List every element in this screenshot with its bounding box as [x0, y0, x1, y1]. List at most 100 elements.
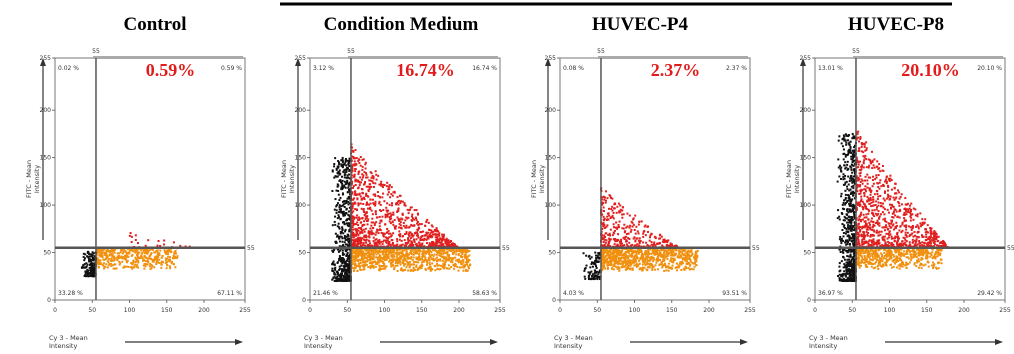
data-point: [343, 214, 346, 217]
data-point: [362, 208, 365, 211]
data-point: [342, 212, 345, 215]
data-point: [613, 229, 616, 232]
data-point: [882, 248, 885, 251]
data-point: [348, 229, 351, 232]
data-point: [125, 255, 128, 258]
data-point: [609, 254, 612, 257]
data-point: [936, 249, 939, 252]
data-point: [130, 262, 133, 265]
data-point: [348, 202, 351, 205]
data-point: [374, 249, 377, 252]
data-point: [425, 259, 428, 262]
data-point: [149, 268, 152, 271]
data-point: [405, 226, 408, 229]
data-point: [430, 251, 433, 254]
data-point: [361, 229, 364, 232]
data-point: [681, 251, 684, 254]
data-point: [603, 250, 606, 253]
data-point: [385, 241, 388, 244]
data-point: [466, 255, 469, 258]
data-point: [164, 259, 167, 262]
data-point: [464, 254, 467, 257]
data-point: [367, 218, 370, 221]
data-point: [907, 248, 910, 251]
data-point: [446, 239, 449, 242]
x-axis-label-line-1: Cy 3 - Mean: [304, 334, 343, 342]
data-point: [444, 240, 447, 243]
data-point: [661, 249, 664, 252]
data-point: [681, 260, 684, 263]
data-point: [912, 254, 915, 257]
data-point: [403, 239, 406, 242]
data-point: [889, 264, 892, 267]
data-point: [693, 257, 696, 260]
data-point: [160, 260, 163, 263]
data-point: [413, 239, 416, 242]
data-point: [629, 230, 632, 233]
data-point: [590, 270, 593, 273]
data-point: [112, 264, 115, 267]
data-point: [678, 256, 681, 259]
data-point: [378, 222, 381, 225]
data-point: [917, 257, 920, 260]
data-point: [858, 266, 861, 269]
data-point: [338, 240, 341, 243]
data-point: [643, 225, 646, 228]
data-point: [354, 178, 357, 181]
data-point: [401, 200, 404, 203]
data-point: [353, 216, 356, 219]
data-point: [621, 262, 624, 265]
data-point: [397, 217, 400, 220]
data-point: [386, 248, 389, 251]
data-point: [613, 251, 616, 254]
data-point: [458, 266, 461, 269]
data-point: [624, 264, 627, 267]
data-point: [335, 175, 338, 178]
data-point: [353, 240, 356, 243]
data-point: [396, 196, 399, 199]
data-point: [367, 189, 370, 192]
data-point: [653, 235, 656, 238]
data-point: [397, 258, 400, 261]
data-point: [444, 260, 447, 263]
data-point: [604, 201, 607, 204]
data-point: [334, 223, 337, 226]
data-point: [897, 260, 900, 263]
data-point: [363, 214, 366, 217]
data-point: [603, 265, 606, 268]
data-point: [665, 253, 668, 256]
data-point: [337, 160, 340, 163]
data-point: [365, 194, 368, 197]
data-point: [621, 206, 624, 209]
data-point: [618, 211, 621, 214]
data-point: [349, 241, 352, 244]
data-point: [408, 231, 411, 234]
data-point: [453, 267, 456, 270]
data-point: [353, 251, 356, 254]
data-point: [379, 266, 382, 269]
data-point: [382, 262, 385, 265]
data-point: [387, 253, 390, 256]
data-point: [892, 253, 895, 256]
data-point: [336, 273, 339, 276]
data-point: [347, 257, 350, 260]
data-point: [378, 209, 381, 212]
data-point: [99, 249, 102, 252]
data-point: [89, 255, 92, 258]
data-point: [149, 262, 152, 265]
data-point: [331, 262, 334, 265]
data-point: [347, 217, 350, 220]
x-tick-label: 150: [921, 307, 933, 314]
data-point: [343, 223, 346, 226]
data-point: [609, 251, 612, 254]
quadrant-lower-right: 58.63 %: [472, 290, 497, 297]
data-point: [146, 252, 149, 255]
data-point: [336, 217, 339, 220]
data-point: [635, 251, 638, 254]
data-point: [368, 249, 371, 252]
data-point: [347, 241, 350, 244]
data-point: [331, 270, 334, 273]
data-point: [347, 176, 350, 179]
data-point: [391, 258, 394, 261]
data-point: [341, 156, 344, 159]
